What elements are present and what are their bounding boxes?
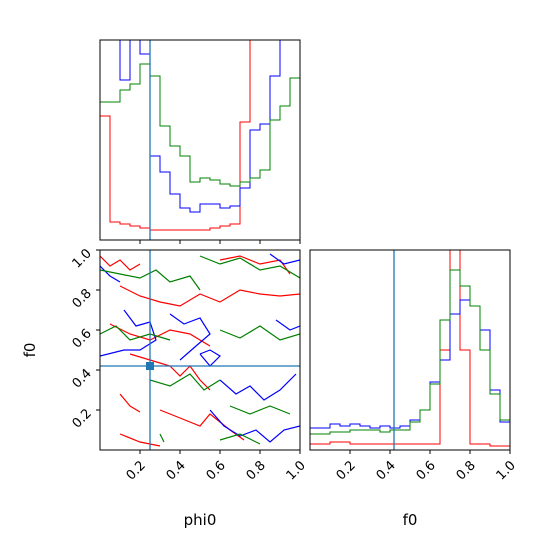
- green-contour-line: [159, 433, 165, 443]
- blue-contour-line: [209, 409, 300, 443]
- green-contour-line: [219, 325, 300, 341]
- green-contour-line: [199, 255, 300, 279]
- blue-contour-line: [100, 309, 157, 357]
- contour-y-label: f0: [21, 343, 39, 358]
- green-histogram-step: [309, 269, 511, 450]
- red-contour-line: [119, 393, 141, 413]
- contour-truth-lines: [100, 250, 300, 450]
- red-contour-line: [109, 323, 211, 347]
- phi0-histogram-frame: [99, 39, 301, 241]
- blue-contour-line: [219, 373, 297, 401]
- phi0-histogram-ticks: [139, 240, 301, 244]
- contour-frame: [99, 249, 301, 451]
- red-histogram-step: [309, 249, 511, 450]
- blue-contour-line: [199, 349, 221, 367]
- green-contour-line: [219, 433, 261, 445]
- phi0-histogram-panel: [99, 39, 301, 244]
- green-contour-line: [100, 325, 171, 341]
- red-contour-line: [119, 433, 161, 447]
- green-contour-line: [149, 373, 221, 391]
- f0-histogram-frame: [309, 249, 511, 451]
- green-contour-line: [100, 269, 201, 291]
- f0-histogram-series: [309, 249, 511, 450]
- truth-marker: [146, 362, 154, 370]
- blue-contour-line: [275, 319, 300, 331]
- red-contour-line: [100, 255, 141, 271]
- f0-histogram-x-label: f0: [403, 511, 418, 529]
- contour-x-label: phi0: [184, 511, 217, 529]
- blue-contour-line: [169, 313, 211, 361]
- red-contour-line: [219, 255, 291, 275]
- blue-contour-line: [100, 265, 121, 283]
- blue-contour-line: [269, 253, 300, 265]
- green-contour-line: [229, 405, 291, 415]
- green-histogram-step: [99, 63, 301, 240]
